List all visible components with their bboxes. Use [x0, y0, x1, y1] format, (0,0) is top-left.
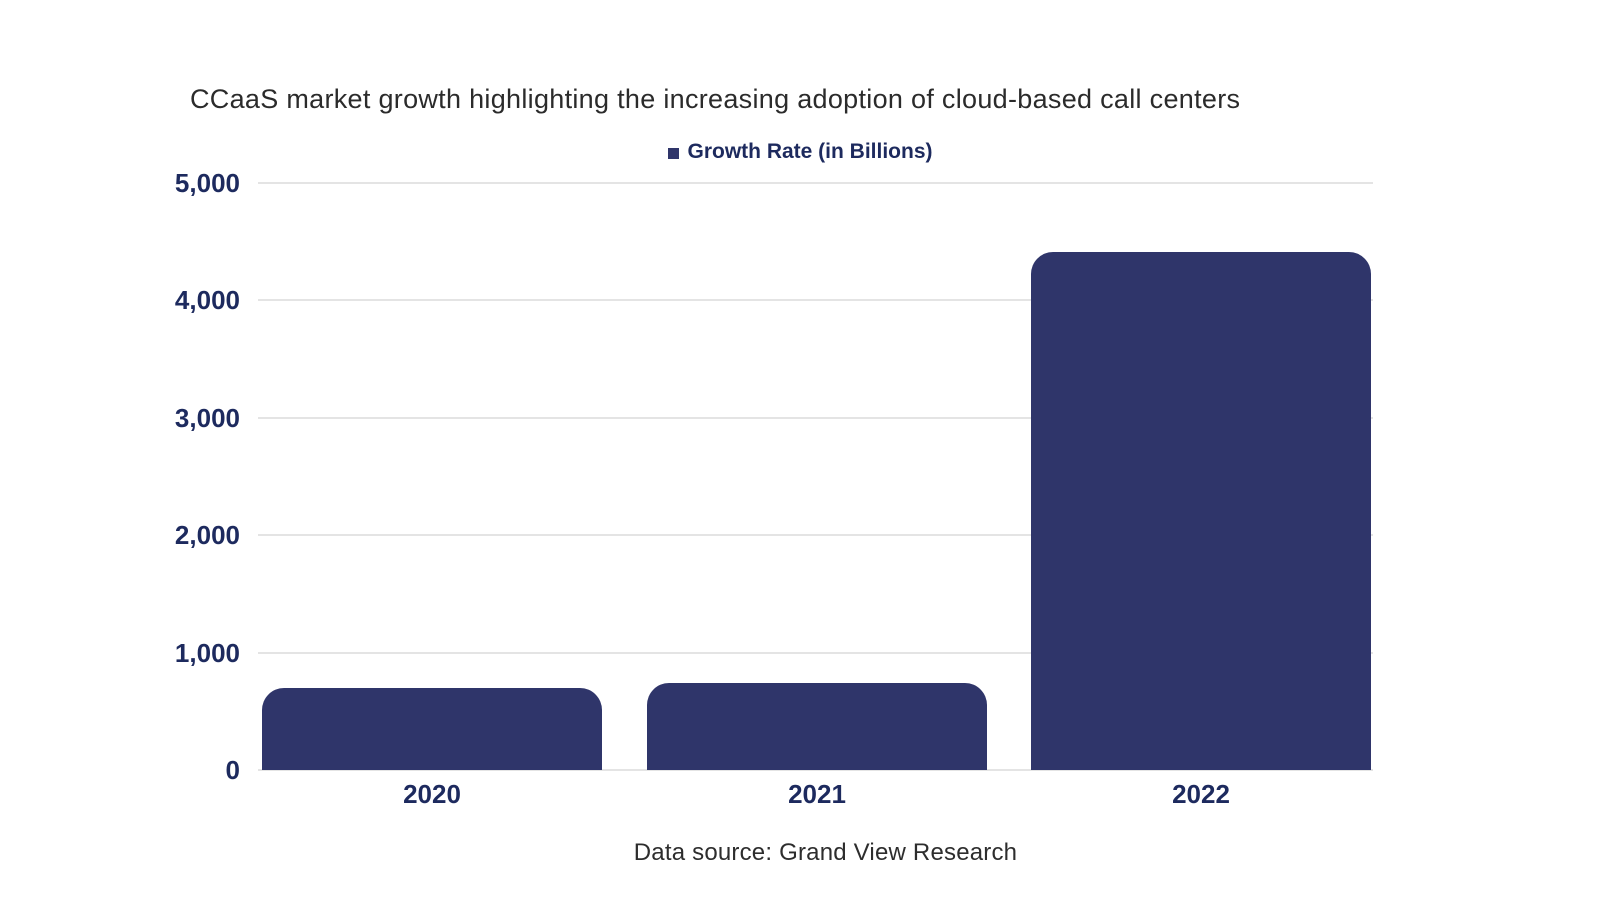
xtick-label-2020: 2020 — [403, 779, 461, 809]
ytick-label-5000: 5,000 — [174, 168, 240, 198]
bar-2022 — [1031, 252, 1371, 770]
gridline-5000 — [258, 182, 1373, 184]
ytick-label-2000: 2,000 — [174, 520, 240, 551]
bar-2021 — [647, 683, 987, 770]
gridline-0 — [258, 769, 1373, 771]
gridline-1000 — [258, 651, 1373, 654]
ytick-label-1000: 1,000 — [174, 637, 240, 668]
legend-label: Growth Rate (in Billions) — [687, 140, 933, 163]
ytick-label-3000: 3,000 — [174, 402, 240, 433]
legend: Growth Rate (in Billions) — [0, 140, 1600, 164]
ytick-label-4000: 4,000 — [174, 285, 240, 316]
legend-square-marker-icon — [667, 147, 679, 159]
chart-title: CCaaS market growth highlighting the inc… — [190, 84, 1241, 114]
bar-2020 — [262, 688, 602, 770]
gridline-4000 — [258, 299, 1373, 302]
xtick-label-2021: 2021 — [788, 779, 846, 809]
data-source-note: Data source: Grand View Research — [633, 839, 1018, 866]
gridline-2000 — [258, 534, 1373, 537]
xtick-label-2022: 2022 — [1172, 779, 1230, 809]
ytick-label-0: 0 — [225, 755, 240, 785]
plot-area — [258, 182, 1373, 771]
gridline-3000 — [258, 416, 1373, 419]
